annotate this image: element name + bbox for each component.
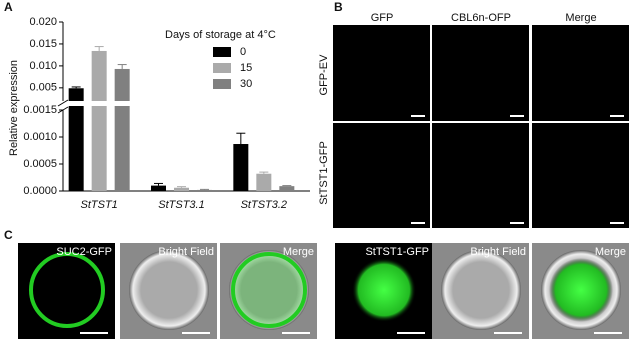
y-tick-label: 0.0015 bbox=[23, 104, 57, 116]
red-channel bbox=[432, 25, 529, 121]
y-tick-label: 0.0000 bbox=[23, 185, 57, 197]
bar bbox=[197, 189, 212, 191]
bar bbox=[279, 186, 295, 191]
error-bar bbox=[94, 46, 104, 51]
y-tick-label: 0.0010 bbox=[23, 131, 57, 143]
error-bar bbox=[236, 132, 246, 145]
x-tick-label: StTST3.1 bbox=[158, 199, 204, 211]
cell-bright bbox=[229, 250, 309, 330]
error-bar bbox=[259, 171, 269, 174]
bar bbox=[91, 106, 107, 191]
bar bbox=[114, 106, 130, 191]
error-bar bbox=[200, 188, 209, 190]
column-label: CBL6n-OFP bbox=[451, 12, 511, 24]
image-label: SUC2-GFP bbox=[56, 246, 112, 258]
micrographs-c: SUC2-GFP Bright Field Merge StTST1-GFP Brigh… bbox=[18, 243, 629, 339]
red-channel bbox=[532, 123, 629, 228]
y-tick-label: 0.015 bbox=[29, 38, 57, 50]
column-label: Merge bbox=[565, 12, 596, 24]
bar bbox=[68, 106, 84, 191]
legend-title: Days of storage at 4°C bbox=[165, 29, 276, 41]
bar bbox=[256, 173, 272, 191]
error-bar bbox=[117, 64, 127, 69]
y-axis-label: Relative expression bbox=[8, 60, 20, 156]
y-tick-label: 0.005 bbox=[29, 82, 57, 94]
cell-fluor bbox=[29, 252, 105, 328]
error-bar bbox=[71, 86, 81, 89]
error-bar bbox=[282, 185, 292, 187]
legend-swatch bbox=[213, 79, 231, 89]
cell-fluor bbox=[352, 258, 416, 322]
red-channel bbox=[432, 123, 529, 228]
error-bar bbox=[177, 186, 186, 188]
axis-break bbox=[57, 99, 69, 107]
micrograph bbox=[18, 243, 115, 339]
image-label: Bright Field bbox=[470, 246, 526, 258]
image-label: Bright Field bbox=[158, 246, 214, 258]
legend-label: 15 bbox=[240, 62, 252, 74]
red-channel bbox=[532, 25, 629, 121]
bar bbox=[114, 68, 130, 101]
x-tick-label: StTST1 bbox=[81, 199, 118, 211]
y-tick-label: 0.010 bbox=[29, 60, 57, 72]
y-tick-label: 0.0005 bbox=[23, 158, 57, 170]
row-label: StTST1-GFP bbox=[318, 141, 330, 205]
bar bbox=[68, 88, 84, 101]
legend-swatch bbox=[213, 63, 231, 73]
cell-fluor bbox=[549, 258, 613, 322]
legend-label: 0 bbox=[240, 46, 246, 58]
bar bbox=[174, 187, 189, 191]
legend-swatch bbox=[213, 47, 231, 57]
x-tick-label: StTST3.2 bbox=[241, 199, 287, 211]
error-bar bbox=[154, 182, 163, 186]
column-label: GFP bbox=[371, 12, 394, 24]
micrographs-b: GFP CBL6n-OFP Merge GFP-EV StTST1-GFP bbox=[318, 12, 629, 228]
cell-fluor bbox=[231, 252, 307, 328]
cell-bright bbox=[129, 250, 209, 330]
panel-label: A bbox=[4, 0, 13, 14]
bar bbox=[151, 185, 166, 191]
panel-label: B bbox=[334, 0, 343, 14]
y-tick-label: 0.020 bbox=[29, 16, 57, 28]
cell-bright bbox=[441, 250, 521, 330]
row-label: GFP-EV bbox=[318, 54, 330, 96]
image-label: StTST1-GFP bbox=[365, 246, 429, 258]
green-channel bbox=[333, 123, 430, 228]
green-channel bbox=[333, 25, 430, 121]
bar bbox=[91, 50, 107, 101]
legend-label: 30 bbox=[240, 78, 252, 90]
image-label: Merge bbox=[283, 246, 314, 258]
panel-label: C bbox=[4, 228, 13, 242]
bar bbox=[233, 144, 249, 191]
image-label: Merge bbox=[595, 246, 626, 258]
